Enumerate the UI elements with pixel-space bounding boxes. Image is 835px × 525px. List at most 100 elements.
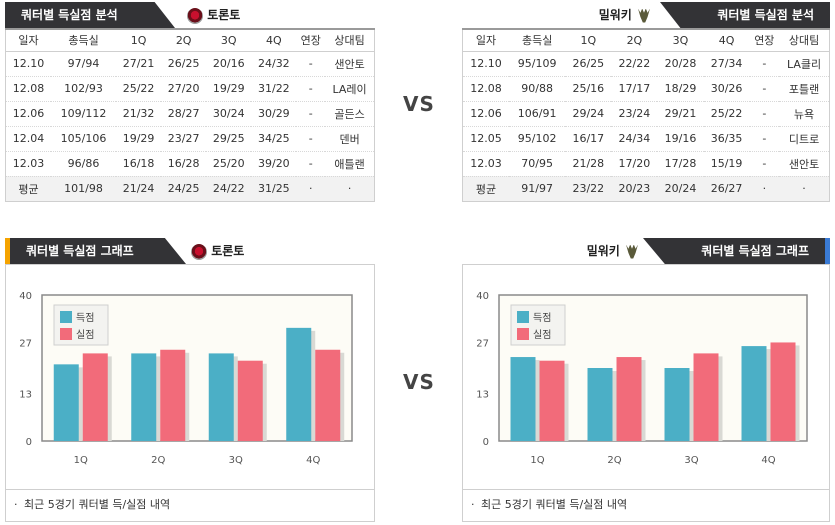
- bucks-logo-icon: [624, 244, 640, 260]
- bar-실점: [539, 360, 565, 441]
- bar-실점: [237, 360, 263, 441]
- y-tick-label: 0: [26, 437, 32, 448]
- table-cell: 25/20: [206, 151, 252, 177]
- x-tick-label: 3Q: [684, 455, 698, 466]
- legend-label: 실점: [533, 329, 551, 341]
- right-team-label: 밀워키: [598, 8, 632, 22]
- table-cell: 골든스: [325, 101, 375, 127]
- table-cell: 16/18: [116, 151, 162, 177]
- table-cell: 12.03: [462, 151, 510, 177]
- left-graph-header: 쿼터별 득실점 그래프 토론토: [5, 238, 375, 264]
- table-cell: 25/22: [703, 101, 750, 127]
- y-tick-label: 40: [19, 291, 32, 302]
- table-cell: 16/28: [161, 151, 207, 177]
- table-cell: 25/16: [565, 76, 612, 102]
- table-cell: -: [296, 126, 326, 152]
- table-cell: 31/25: [251, 176, 297, 201]
- y-tick-label: 27: [476, 338, 489, 349]
- legend-swatch: [517, 328, 529, 340]
- table-cell: ·: [325, 176, 375, 201]
- table-cell: -: [296, 76, 326, 102]
- bar-득점: [131, 353, 157, 441]
- column-header: 상대팀: [779, 29, 830, 52]
- table-cell: 24/34: [611, 126, 658, 152]
- right-graph-team-label: 밀워키: [586, 244, 620, 258]
- table-row: 12.08 90/88 25/16 17/17 18/29 30/26- 포틀랜: [462, 76, 830, 102]
- table-cell: 12.08: [462, 76, 510, 102]
- legend-label: 실점: [76, 329, 94, 341]
- table-cell: -: [749, 101, 780, 127]
- x-tick-label: 1Q: [74, 455, 88, 466]
- column-header: 2Q: [161, 29, 207, 52]
- left-graph-header-label: 쿼터별 득실점 그래프: [10, 238, 186, 264]
- table-cell: -: [296, 151, 326, 177]
- table-cell: 16/17: [565, 126, 612, 152]
- table-cell: 19/29: [206, 76, 252, 102]
- table-cell: 18/29: [657, 76, 704, 102]
- table-cell: 27/21: [116, 51, 162, 77]
- bar-득점: [587, 368, 613, 441]
- legend-swatch: [60, 328, 72, 340]
- left-team-label: 토론토: [207, 8, 241, 22]
- column-header: 2Q: [611, 29, 658, 52]
- y-tick-label: 27: [19, 338, 32, 349]
- table-cell: 106/91: [509, 101, 566, 127]
- table-cell: 95/102: [509, 126, 566, 152]
- y-tick-label: 40: [476, 291, 489, 302]
- table-row: 12.10 95/109 26/25 22/22 20/28 27/34- LA클리: [462, 51, 830, 77]
- right-table-header-label: 쿼터별 득실점 분석: [660, 2, 830, 28]
- column-header: 일자: [462, 29, 510, 52]
- x-tick-label: 4Q: [761, 455, 775, 466]
- bar-실점: [616, 357, 642, 441]
- column-header: 4Q: [251, 29, 297, 52]
- table-cell: 12.10: [5, 51, 52, 77]
- table-cell: 28/27: [161, 101, 207, 127]
- left-graph-team-label: 토론토: [211, 244, 245, 258]
- table-cell: 포틀랜: [779, 76, 830, 102]
- bar-실점: [82, 353, 108, 441]
- table-cell: 29/25: [206, 126, 252, 152]
- table-cell: 70/95: [509, 151, 566, 177]
- table-cell: 26/25: [565, 51, 612, 77]
- column-header: 4Q: [703, 29, 750, 52]
- table-cell: 31/22: [251, 76, 297, 102]
- bucks-logo-icon: [636, 8, 652, 24]
- legend-label: 득점: [76, 312, 94, 324]
- left-table-header-label: 쿼터별 득실점 분석: [5, 2, 175, 28]
- table-cell: 평균: [462, 176, 510, 201]
- right-graph-header: 밀워키 쿼터별 득실점 그래프: [462, 238, 830, 264]
- column-header: 총득실: [51, 29, 117, 52]
- table-cell: 20/24: [657, 176, 704, 201]
- table-cell: 24/32: [251, 51, 297, 77]
- table-row: 12.05 95/102 16/17 24/34 19/16 36/35- 디트로: [462, 126, 830, 152]
- left-table-header: 쿼터별 득실점 분석 토론토: [5, 2, 375, 28]
- left-accent-bar: [5, 238, 10, 264]
- table-cell: LA클리: [779, 51, 830, 77]
- table-cell: 12.08: [5, 76, 52, 102]
- right-team-name: 밀워키: [599, 2, 652, 28]
- table-cell: 24/25: [161, 176, 207, 201]
- x-tick-label: 2Q: [607, 455, 621, 466]
- table-cell: 17/20: [611, 151, 658, 177]
- y-tick-label: 0: [483, 437, 489, 448]
- table-cell: 덴버: [325, 126, 375, 152]
- vs-label-top: VS: [403, 92, 435, 116]
- table-row: 12.10 97/94 27/21 26/25 20/16 24/32- 샌안토: [5, 51, 375, 77]
- table-cell: 뉴욕: [779, 101, 830, 127]
- table-cell: 102/93: [51, 76, 117, 102]
- table-cell: 12.04: [5, 126, 52, 152]
- table-cell: ·: [779, 176, 830, 201]
- table-cell: -: [296, 51, 326, 77]
- table-cell: 애틀랜: [325, 151, 375, 177]
- table-row: 12.04 105/106 19/29 23/27 29/25 34/25- 덴버: [5, 126, 375, 152]
- table-cell: -: [749, 76, 780, 102]
- legend-swatch: [517, 311, 529, 323]
- table-cell: 19/16: [657, 126, 704, 152]
- table-row: 12.03 70/95 21/28 17/20 17/28 15/19- 샌안토: [462, 151, 830, 177]
- table-cell: 97/94: [51, 51, 117, 77]
- right-chart-note: 최근 5경기 쿼터별 득/실점 내역: [463, 489, 829, 521]
- table-cell: 23/22: [565, 176, 612, 201]
- table-cell: 샌안토: [325, 51, 375, 77]
